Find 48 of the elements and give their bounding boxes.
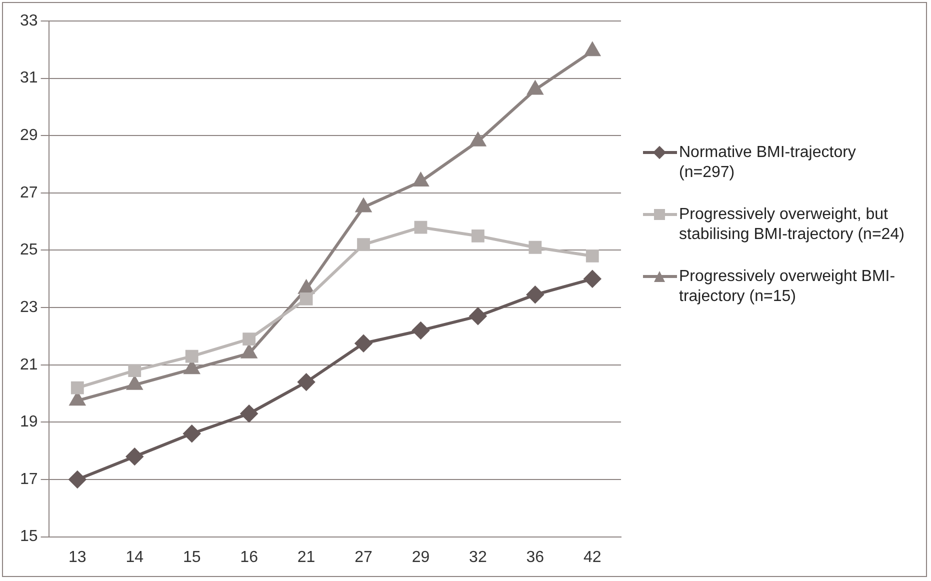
y-tick-label: 31 bbox=[20, 70, 38, 87]
point bbox=[70, 381, 84, 394]
point bbox=[586, 250, 599, 262]
point bbox=[526, 286, 544, 304]
point bbox=[528, 240, 542, 254]
point bbox=[240, 405, 258, 422]
point bbox=[357, 238, 370, 251]
y-tick-label: 17 bbox=[20, 470, 38, 488]
x-tick-label: 14 bbox=[126, 548, 144, 566]
y-tick-label: 21 bbox=[20, 356, 38, 374]
point bbox=[472, 229, 484, 242]
x-tick-label: 15 bbox=[182, 548, 201, 566]
y-tick-label: 25 bbox=[20, 242, 38, 259]
point bbox=[470, 132, 486, 146]
point bbox=[584, 270, 601, 288]
y-tick-label: 19 bbox=[20, 414, 38, 431]
point bbox=[128, 364, 142, 378]
point bbox=[356, 198, 372, 212]
point bbox=[413, 172, 428, 186]
x-tick-label: 42 bbox=[583, 548, 602, 566]
point bbox=[242, 332, 256, 346]
legend-label: Normative BMI-trajectory (n=297) bbox=[679, 143, 857, 183]
y-tick-label: 33 bbox=[20, 12, 38, 30]
point bbox=[412, 322, 430, 339]
y-tick-label: 29 bbox=[20, 127, 38, 144]
point bbox=[300, 292, 313, 306]
point bbox=[528, 81, 543, 95]
point bbox=[355, 334, 372, 352]
x-tick-label: 32 bbox=[469, 548, 487, 566]
y-tick-label: 23 bbox=[20, 298, 38, 316]
x-tick-label: 16 bbox=[240, 548, 258, 566]
point bbox=[298, 374, 315, 391]
x-tick-label: 27 bbox=[354, 548, 373, 566]
y-tick-label: 27 bbox=[20, 184, 38, 202]
point bbox=[126, 448, 144, 466]
legend-label: Progressively overweight, but stabilising BMI-trajectory (n=24) bbox=[679, 205, 906, 245]
point bbox=[68, 470, 86, 488]
point bbox=[183, 425, 200, 442]
point bbox=[185, 350, 198, 363]
y-tick-label: 15 bbox=[20, 528, 38, 546]
x-tick-label: 29 bbox=[412, 548, 430, 566]
legend-label: Progressively overweight BMI-trajectory (n=15) bbox=[679, 267, 896, 307]
point bbox=[584, 42, 600, 56]
x-tick-label: 36 bbox=[526, 548, 544, 566]
point bbox=[469, 308, 486, 325]
x-tick-label: 21 bbox=[297, 548, 316, 566]
point bbox=[414, 220, 428, 234]
x-tick-label: 13 bbox=[68, 548, 86, 566]
